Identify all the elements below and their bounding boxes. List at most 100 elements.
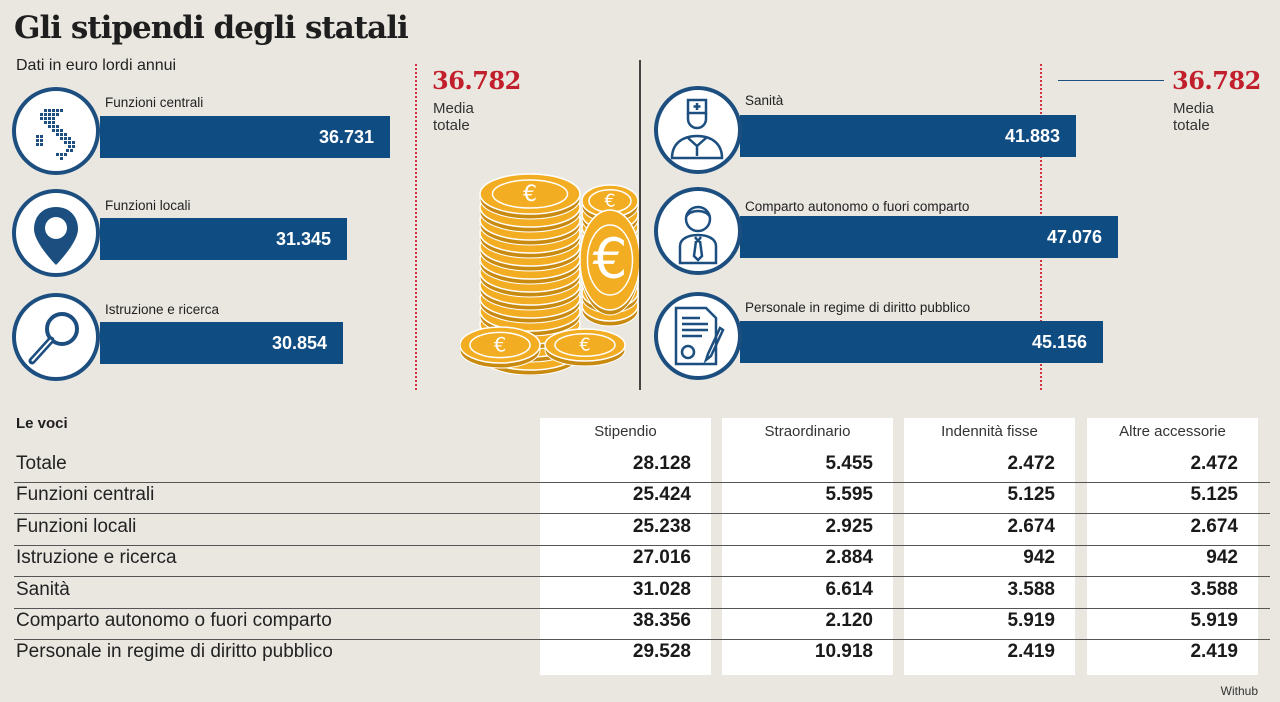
bar: 47.076 bbox=[740, 216, 1118, 258]
average-label-line1: Media bbox=[1173, 100, 1214, 117]
table-cell: 10.918 bbox=[814, 641, 873, 663]
table-cell: 942 bbox=[1206, 547, 1238, 569]
svg-text:€: € bbox=[494, 333, 507, 356]
italy-map-icon-badge bbox=[12, 87, 100, 175]
table-cell: 5.595 bbox=[825, 484, 873, 506]
average-label-right: Media totale bbox=[1173, 100, 1214, 134]
row-divider bbox=[14, 513, 1270, 515]
average-line-left bbox=[415, 64, 417, 390]
bar: 45.156 bbox=[740, 321, 1103, 363]
row-divider bbox=[14, 482, 1270, 483]
table-cell: 31.028 bbox=[632, 578, 691, 600]
column-header: Stipendio bbox=[594, 423, 657, 440]
bar: 36.731 bbox=[100, 116, 390, 158]
bar-value: 41.883 bbox=[1004, 126, 1060, 146]
average-label-line2: totale bbox=[433, 117, 470, 134]
column-header: Straordinario bbox=[764, 423, 851, 440]
bar-value: 30.854 bbox=[271, 333, 327, 353]
row-divider bbox=[14, 639, 1270, 640]
page-title: Gli stipendi degli statali bbox=[14, 10, 409, 46]
table-column-bg bbox=[904, 418, 1075, 675]
bar: 41.883 bbox=[740, 115, 1076, 157]
average-value-right: 36.782 bbox=[1172, 66, 1261, 95]
table-cell: 942 bbox=[1023, 547, 1055, 569]
row-label: Sanità bbox=[16, 578, 70, 600]
table-cell: 6.614 bbox=[825, 578, 873, 600]
row-label: Personale in regime di diritto pubblico bbox=[16, 641, 333, 663]
table-cell: 2.472 bbox=[1190, 453, 1238, 474]
average-label-line1: Media bbox=[433, 100, 474, 117]
bar: 30.854 bbox=[100, 322, 343, 364]
table-cell: 29.528 bbox=[632, 641, 691, 663]
map-pin-icon bbox=[34, 207, 78, 265]
table-column-bg bbox=[540, 418, 711, 675]
svg-text:€: € bbox=[523, 182, 537, 207]
italy-map-icon bbox=[36, 109, 75, 160]
table-cell: 5.125 bbox=[1007, 484, 1055, 506]
table-cell: 5.919 bbox=[1007, 610, 1055, 631]
table-cell: 38.356 bbox=[632, 610, 691, 631]
average-leader-line bbox=[1058, 80, 1164, 81]
column-header: Indennità fisse bbox=[941, 423, 1038, 440]
bar-value: 47.076 bbox=[1046, 227, 1102, 247]
coin: € bbox=[581, 184, 639, 223]
table-cell: 2.925 bbox=[825, 515, 873, 537]
subtitle: Dati in euro lordi annui bbox=[16, 57, 177, 74]
coin: € bbox=[479, 173, 581, 220]
table-cell: 25.238 bbox=[632, 515, 691, 537]
average-value-left: 36.782 bbox=[432, 66, 521, 95]
svg-text:€: € bbox=[593, 227, 628, 291]
map-pin-icon-badge bbox=[12, 189, 100, 277]
employee-icon-badge bbox=[654, 187, 742, 275]
svg-text:€: € bbox=[579, 336, 590, 356]
bar-label: Sanità bbox=[745, 93, 784, 108]
contract-icon-badge bbox=[654, 292, 742, 380]
bar: 31.345 bbox=[100, 218, 347, 260]
bar-label: Funzioni locali bbox=[105, 198, 191, 213]
table-cell: 5.455 bbox=[825, 453, 873, 474]
average-label-left: Media totale bbox=[433, 100, 474, 134]
bar-value: 45.156 bbox=[1031, 332, 1087, 352]
bar-value: 36.731 bbox=[318, 127, 374, 147]
table-cell: 27.016 bbox=[632, 547, 691, 569]
employee-icon bbox=[678, 205, 718, 265]
table-title: Le voci bbox=[16, 415, 68, 432]
contract-icon bbox=[674, 306, 725, 366]
table-cell: 3.588 bbox=[1190, 578, 1238, 600]
doctor-icon bbox=[670, 98, 724, 160]
table-cell: 2.120 bbox=[825, 610, 873, 631]
table-cell: 28.128 bbox=[632, 453, 691, 474]
column-header: Altre accessorie bbox=[1119, 423, 1226, 440]
row-label: Funzioni locali bbox=[16, 515, 137, 537]
row-label: Istruzione e ricerca bbox=[16, 547, 177, 569]
coin: € bbox=[460, 326, 541, 369]
svg-text:€: € bbox=[604, 192, 615, 212]
table-cell: 5.125 bbox=[1190, 484, 1238, 506]
bar-label: Comparto autonomo o fuori comparto bbox=[745, 199, 970, 214]
row-divider bbox=[14, 576, 1270, 578]
row-label: Comparto autonomo o fuori comparto bbox=[16, 610, 332, 631]
table-cell: 2.674 bbox=[1190, 515, 1238, 537]
table-cell: 2.472 bbox=[1007, 453, 1055, 474]
average-label-line2: totale bbox=[1173, 117, 1210, 134]
table-cell: 3.588 bbox=[1007, 578, 1055, 600]
row-divider bbox=[14, 607, 1270, 609]
bar-label: Istruzione e ricerca bbox=[105, 302, 220, 317]
doctor-icon-badge bbox=[654, 86, 742, 174]
coin: € bbox=[579, 209, 641, 316]
table-cell: 25.424 bbox=[632, 484, 691, 506]
divider bbox=[639, 60, 641, 390]
magnifier-icon-badge bbox=[12, 293, 100, 381]
row-label: Funzioni centrali bbox=[16, 484, 155, 506]
table-cell: 5.919 bbox=[1190, 610, 1238, 631]
row-label: Totale bbox=[16, 453, 67, 474]
table-column-bg bbox=[1087, 418, 1258, 675]
coins-illustration: € € € € € bbox=[460, 173, 641, 375]
source: Withub bbox=[1220, 684, 1258, 698]
row-divider bbox=[14, 544, 1270, 546]
table-cell: 2.674 bbox=[1007, 515, 1055, 537]
table-column-bg bbox=[722, 418, 893, 675]
table-cell: 2.884 bbox=[825, 547, 873, 569]
table-cell: 2.419 bbox=[1190, 641, 1238, 663]
table-cell: 2.419 bbox=[1007, 641, 1055, 663]
